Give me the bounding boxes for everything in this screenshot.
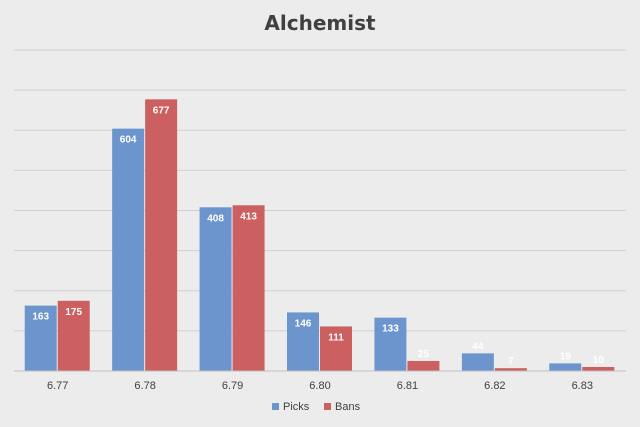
x-tick-label: 6.83 xyxy=(572,380,593,392)
bar-bans-6-78 xyxy=(145,99,178,371)
data-label: 44 xyxy=(472,341,484,352)
data-label: 175 xyxy=(65,307,82,318)
data-label: 408 xyxy=(207,213,224,224)
bars xyxy=(24,99,615,371)
data-label: 146 xyxy=(295,318,312,329)
legend-swatch-bans xyxy=(324,403,331,410)
x-tick-label: 6.82 xyxy=(484,380,505,392)
data-label: 604 xyxy=(120,135,137,146)
data-label: 133 xyxy=(382,324,399,335)
legend-label-picks: Picks xyxy=(283,401,310,413)
data-label: 7 xyxy=(508,356,514,367)
bar-picks-6-77 xyxy=(24,305,57,371)
bar-bans-6-81 xyxy=(407,360,440,371)
x-axis: 6.77 6.78 6.79 6.80 6.81 6.82 6.83 xyxy=(14,370,626,392)
bar-bans-6-83 xyxy=(582,366,615,371)
data-label: 413 xyxy=(240,211,257,222)
data-label: 25 xyxy=(418,349,430,360)
bar-picks-6-83 xyxy=(549,363,582,371)
x-tick-label: 6.80 xyxy=(309,380,330,392)
legend-label-bans: Bans xyxy=(335,401,361,413)
x-tick-label: 6.81 xyxy=(397,380,418,392)
gridlines xyxy=(14,49,626,332)
bar-picks-6-81 xyxy=(374,317,407,371)
data-label: 111 xyxy=(328,332,344,343)
chart-title: Alchemist xyxy=(264,11,376,35)
legend-swatch-picks xyxy=(272,403,279,410)
x-tick-label: 6.77 xyxy=(47,380,68,392)
x-tick-label: 6.78 xyxy=(134,380,155,392)
x-tick-label: 6.79 xyxy=(222,380,243,392)
data-label: 163 xyxy=(32,312,49,323)
data-label: 19 xyxy=(560,351,572,362)
bar-picks-6-80 xyxy=(287,312,319,371)
bar-bans-6-79 xyxy=(232,205,265,371)
bar-picks-6-82 xyxy=(461,353,494,371)
bar-bans-6-82 xyxy=(494,368,527,371)
data-label: 10 xyxy=(593,355,605,366)
bar-picks-6-78 xyxy=(112,128,145,371)
bar-picks-6-79 xyxy=(199,207,232,371)
data-labels: 163 175 604 677 408 413 146 111 133 25 44 7 19 10 xyxy=(32,105,604,367)
bar-bans-6-80 xyxy=(320,326,352,371)
bar-bans-6-77 xyxy=(57,300,90,371)
data-label: 677 xyxy=(153,105,170,116)
legend: Picks Bans xyxy=(272,401,361,413)
